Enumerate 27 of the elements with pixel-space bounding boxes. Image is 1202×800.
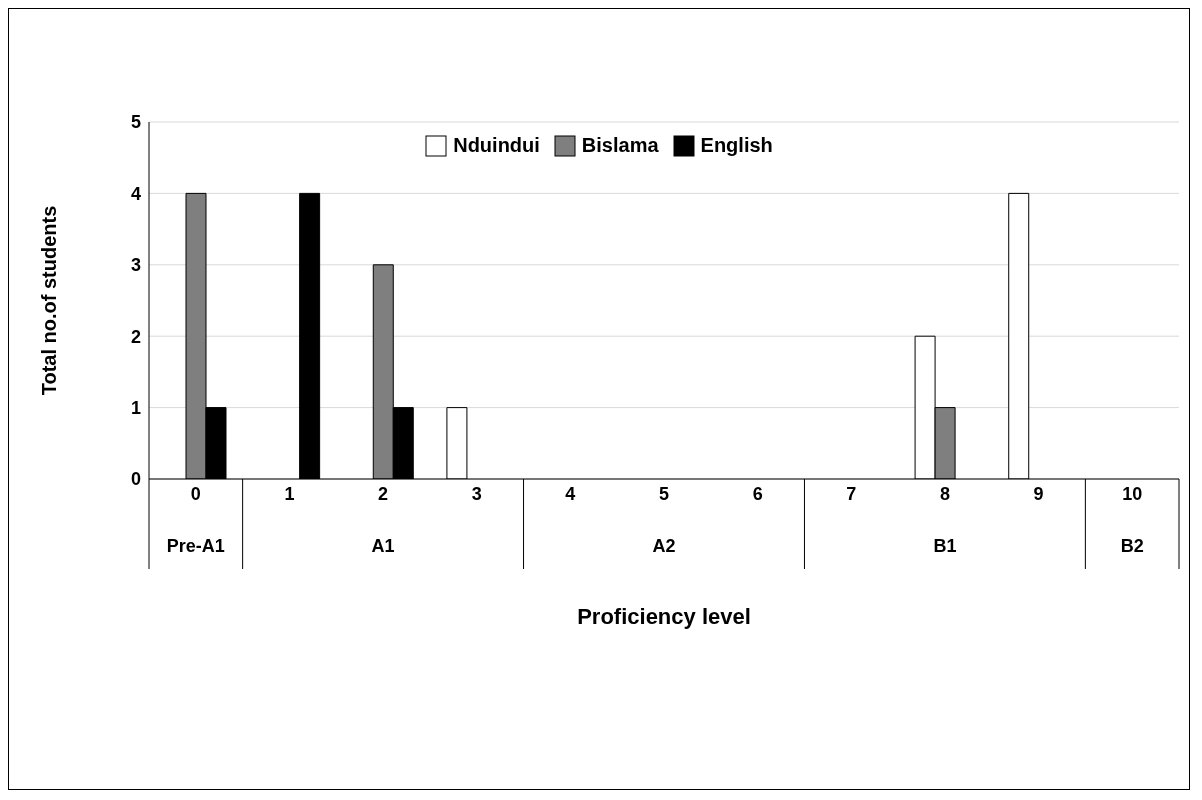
y-tick-label: 1	[130, 397, 141, 418]
x-tick-label: 1	[284, 483, 295, 504]
x-tick-label: 2	[378, 483, 389, 504]
x-tick-label: 4	[565, 483, 576, 504]
legend-label: Nduindui	[453, 134, 540, 157]
x-tick-label: 3	[471, 483, 482, 504]
x-tick-label: 8	[939, 483, 950, 504]
text: Pre-A1	[166, 536, 225, 556]
x-tick-label: 6	[752, 483, 763, 504]
x-axis-title: Proficiency level	[577, 604, 751, 629]
x-tick-label: 7	[846, 483, 857, 504]
x-tick-label: 0	[190, 483, 201, 504]
y-tick-label: 2	[130, 326, 141, 347]
legend-label: Bislama	[581, 134, 659, 157]
y-tick-label: 5	[130, 112, 141, 133]
legend-label: English	[700, 134, 773, 157]
y-tick-label: 4	[130, 183, 141, 204]
x-tick-label: 9	[1033, 483, 1044, 504]
text: B2	[1120, 536, 1144, 556]
text: A2	[652, 536, 676, 556]
y-tick-label: 3	[130, 255, 141, 276]
x-tick-label: 10	[1122, 483, 1143, 504]
x-tick-label: 5	[658, 483, 670, 504]
y-tick-label: 0	[130, 469, 141, 490]
text: B1	[933, 536, 957, 556]
y-axis-title: Total no.of students	[38, 205, 61, 396]
text: A1	[371, 536, 395, 556]
